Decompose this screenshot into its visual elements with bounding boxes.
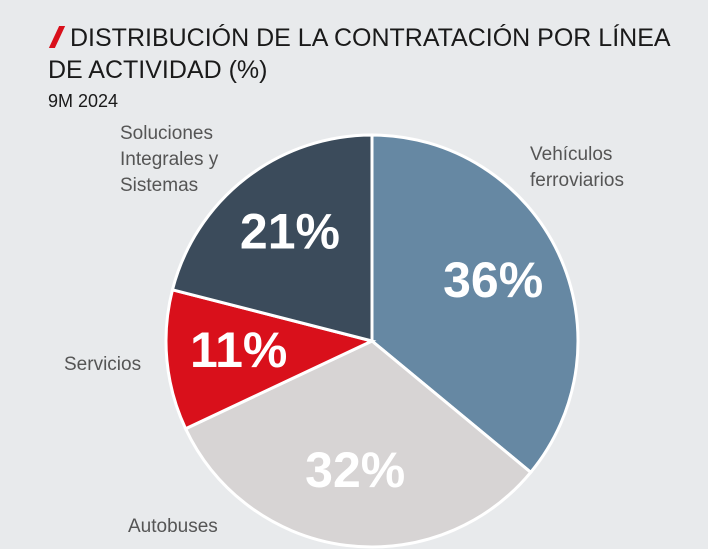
- pie-slice: [183, 339, 533, 549]
- value-label: 21%: [240, 203, 340, 259]
- pie-slice: [164, 287, 377, 431]
- category-label: Vehículos ferroviarios: [530, 144, 624, 191]
- value-label: 11%: [190, 322, 287, 378]
- value-label: 32%: [305, 442, 405, 498]
- pie-slice: [370, 133, 580, 475]
- category-label: Soluciones Integrales y Sistemas: [120, 123, 219, 196]
- value-label: 36%: [443, 252, 543, 308]
- category-label: Servicios: [64, 354, 142, 375]
- chart-subtitle: 9M 2024: [48, 91, 119, 111]
- category-label: Autobuses: [128, 516, 218, 537]
- pie-slice: [170, 133, 374, 343]
- chart-title-box: DISTRIBUCIÓN DE LA CONTRATACIÓN POR LÍNE…: [48, 22, 698, 86]
- chart-title: DISTRIBUCIÓN DE LA CONTRATACIÓN POR LÍNE…: [48, 24, 670, 84]
